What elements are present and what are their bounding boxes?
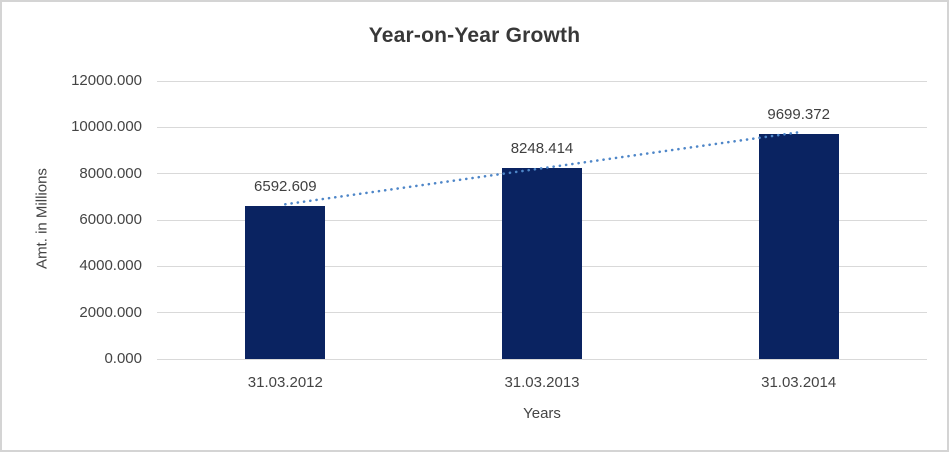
bar [758, 134, 839, 359]
bar [245, 206, 326, 359]
gridline [157, 126, 927, 128]
x-category-label: 31.03.2013 [504, 374, 580, 391]
bar [502, 167, 582, 359]
gridline [157, 358, 927, 360]
x-axis-title: Years [523, 405, 561, 422]
y-tick-label: 0.000 [104, 350, 142, 367]
y-tick-label: 2000.000 [79, 303, 142, 321]
x-category-label: 31.03.2012 [247, 374, 323, 391]
x-category-label: 31.03.2014 [761, 374, 837, 391]
y-tick-label: 4000.000 [79, 257, 142, 275]
y-tick-label: 10000.000 [71, 118, 142, 136]
chart-title: Year-on-Year Growth [368, 24, 581, 47]
bar-data-label: 9699.372 [767, 106, 830, 124]
y-tick-label: 6000.000 [79, 211, 142, 228]
bar-data-label: 8248.414 [510, 139, 574, 157]
y-tick-label: 12000.000 [71, 72, 142, 89]
bar-data-label: 6592.609 [254, 178, 317, 196]
gridline [157, 80, 927, 82]
y-tick-label: 8000.000 [79, 164, 142, 182]
